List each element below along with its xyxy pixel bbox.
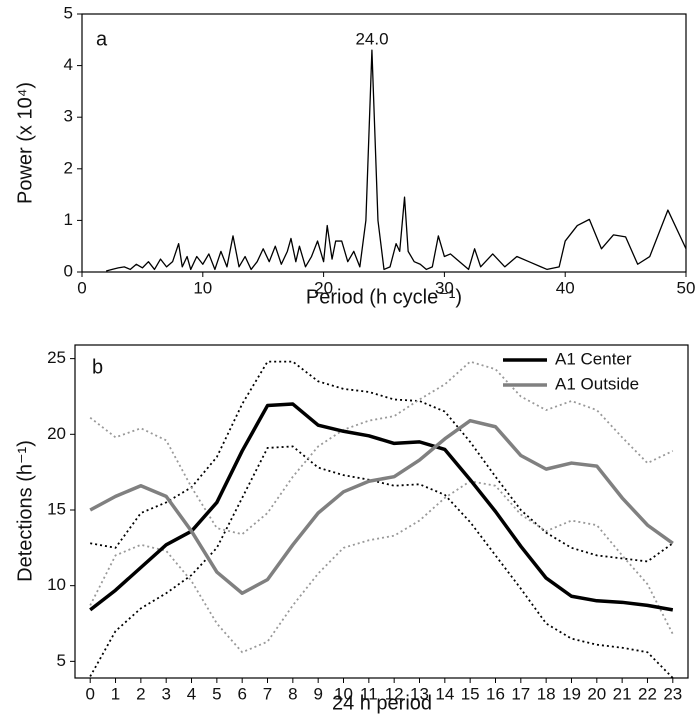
y-tick-label: 20	[47, 424, 66, 443]
x-tick-label: 17	[511, 684, 530, 703]
x-axis-label: Period (h cycle⁻¹)	[306, 286, 462, 308]
x-tick-label: 19	[562, 684, 581, 703]
band-line	[89, 480, 674, 654]
annotation: 24.0	[355, 29, 388, 48]
series-line	[89, 402, 674, 612]
y-tick-label: 1	[64, 210, 73, 229]
x-tick-label: 7	[263, 684, 272, 703]
legend-label: A1 Center	[555, 349, 632, 368]
panel-label: b	[92, 356, 103, 378]
series-line	[105, 49, 687, 272]
y-axis-label: Detections (h⁻¹)	[14, 440, 36, 582]
y-tick-label: 3	[64, 107, 73, 126]
x-tick-label: 16	[486, 684, 505, 703]
x-tick-label: 3	[161, 684, 170, 703]
plot-frame	[81, 13, 687, 273]
x-tick-label: 15	[461, 684, 480, 703]
y-axis-label: Power (x 10⁴)	[14, 82, 36, 204]
y-tick-label: 2	[64, 158, 73, 177]
plot-frame	[74, 344, 689, 679]
x-tick-label: 20	[587, 684, 606, 703]
x-tick-label: 40	[556, 278, 575, 297]
band-line	[89, 360, 674, 536]
y-tick-label: 10	[47, 575, 66, 594]
band-line	[90, 360, 674, 563]
y-tick-label: 0	[64, 261, 73, 280]
x-tick-label: 10	[193, 278, 212, 297]
x-tick-label: 10	[334, 684, 353, 703]
x-tick-label: 4	[187, 684, 196, 703]
x-tick-label: 50	[677, 278, 696, 297]
panel-label: a	[96, 28, 108, 50]
y-tick-label: 5	[57, 651, 66, 670]
x-tick-label: 21	[613, 684, 632, 703]
x-tick-label: 18	[537, 684, 556, 703]
x-tick-label: 30	[435, 278, 454, 297]
x-tick-label: 12	[385, 684, 404, 703]
x-tick-label: 8	[288, 684, 297, 703]
x-tick-label: 2	[136, 684, 145, 703]
series-line	[89, 418, 674, 595]
x-axis-label: 24 h period	[332, 692, 432, 714]
y-tick-label: 15	[47, 499, 66, 518]
x-tick-label: 0	[77, 278, 86, 297]
y-tick-label: 4	[64, 55, 73, 74]
y-tick-label: 25	[47, 348, 66, 367]
legend-label: A1 Outside	[555, 374, 639, 393]
x-tick-label: 14	[435, 684, 454, 703]
x-tick-label: 11	[360, 684, 378, 703]
x-tick-label: 1	[111, 684, 120, 703]
x-tick-label: 22	[638, 684, 657, 703]
x-tick-label: 0	[85, 684, 94, 703]
x-tick-label: 6	[237, 684, 246, 703]
x-tick-label: 5	[212, 684, 221, 703]
x-tick-label: 20	[314, 278, 333, 297]
y-tick-label: 5	[64, 3, 73, 22]
x-tick-label: 23	[663, 684, 682, 703]
band-line	[89, 445, 674, 679]
x-tick-label: 9	[313, 684, 322, 703]
x-tick-label: 13	[410, 684, 429, 703]
